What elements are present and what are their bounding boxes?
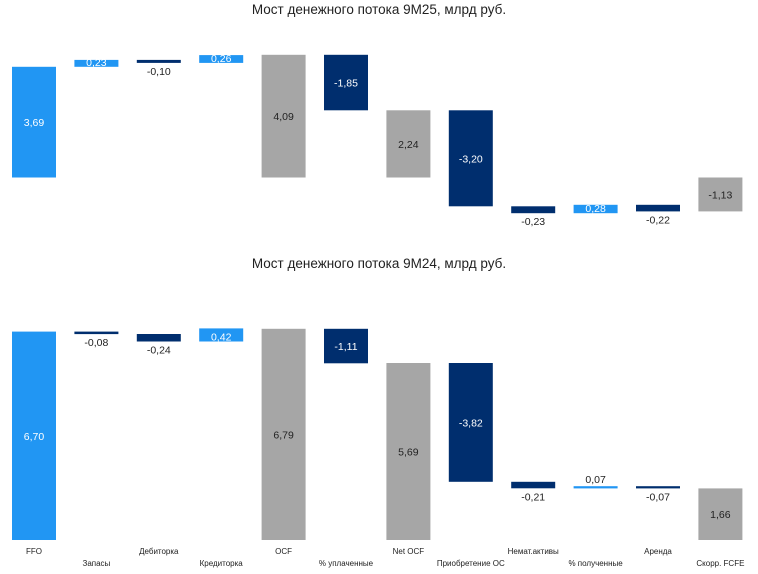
data-label-9m24-3: 0,42 bbox=[211, 332, 232, 344]
data-label-9m24-1: -0,08 bbox=[84, 337, 108, 349]
category-label-1: Запасы bbox=[82, 559, 110, 568]
bar-9m25-7 bbox=[448, 110, 493, 207]
bar-9m24-2 bbox=[136, 334, 181, 342]
data-label-9m25-5: -1,85 bbox=[334, 78, 358, 90]
category-label-6: Net OCF bbox=[393, 547, 425, 556]
category-label-8: Немат.активы bbox=[508, 547, 559, 556]
data-label-9m25-11: -1,13 bbox=[708, 189, 732, 201]
bar-9m24-10 bbox=[636, 486, 680, 489]
data-label-9m25-1: 0,23 bbox=[86, 57, 107, 69]
bar-9m24-4 bbox=[261, 328, 306, 540]
data-label-9m24-2: -0,24 bbox=[147, 345, 171, 357]
data-label-9m24-4: 6,79 bbox=[273, 429, 294, 441]
data-label-9m24-8: -0,21 bbox=[521, 491, 545, 503]
data-label-9m24-5: -1,11 bbox=[334, 341, 357, 353]
bar-9m25-3 bbox=[199, 55, 244, 63]
data-label-9m25-6: 2,24 bbox=[398, 139, 419, 151]
category-axis-labels: FFO Запасы Дебиторка Кредиторка OCF % уплачен… bbox=[26, 547, 744, 568]
bar-9m24-9 bbox=[573, 486, 618, 489]
bar-9m25-6 bbox=[386, 110, 431, 178]
data-label-9m24-7: -3,82 bbox=[459, 417, 483, 429]
bar-9m24-11 bbox=[698, 488, 743, 540]
bar-9m24-3 bbox=[199, 328, 244, 342]
bar-9m25-0 bbox=[12, 66, 56, 178]
bar-9m25-1 bbox=[74, 59, 119, 67]
data-label-9m24-9: 0,07 bbox=[585, 474, 606, 486]
bar-9m24-1 bbox=[74, 331, 119, 335]
category-label-2: Дебиторка bbox=[139, 547, 179, 556]
bar-9m25-9 bbox=[573, 204, 618, 214]
bar-9m25-5 bbox=[324, 54, 368, 111]
bar-9m25-4 bbox=[261, 54, 306, 178]
category-label-4: OCF bbox=[275, 547, 292, 556]
data-label-9m25-8: -0,23 bbox=[521, 216, 545, 228]
category-label-0: FFO bbox=[26, 547, 42, 556]
category-label-3: Кредиторка bbox=[200, 559, 244, 568]
data-label-9m24-11: 1,66 bbox=[710, 509, 731, 521]
data-label-9m24-0: 6,70 bbox=[24, 431, 45, 443]
bar-9m24-8 bbox=[511, 481, 556, 489]
bar-9m24-7 bbox=[448, 363, 493, 482]
chart-title-9m24: Мост денежного потока 9М24, млрд руб. bbox=[252, 256, 506, 271]
data-label-9m25-3: 0,26 bbox=[211, 53, 232, 65]
data-label-9m24-10: -0,07 bbox=[646, 491, 670, 503]
category-label-10: Аренда bbox=[644, 547, 672, 556]
category-label-9: % полученные bbox=[568, 559, 623, 568]
data-label-9m25-9: 0,28 bbox=[585, 203, 606, 215]
category-label-5: % уплаченные bbox=[319, 559, 374, 568]
bar-9m24-6 bbox=[386, 363, 431, 540]
category-label-11: Скорр. FCFE bbox=[696, 559, 744, 568]
chart-title-9m25: Мост денежного потока 9М25, млрд руб. bbox=[252, 2, 506, 17]
category-label-7: Приобретение ОС bbox=[437, 559, 505, 568]
bar-9m25-10 bbox=[636, 204, 680, 212]
data-label-9m25-0: 3,69 bbox=[24, 117, 45, 129]
bar-9m25-8 bbox=[511, 206, 556, 214]
data-label-9m25-4: 4,09 bbox=[273, 111, 294, 123]
bar-9m25-11 bbox=[698, 177, 743, 212]
data-label-9m25-10: -0,22 bbox=[646, 214, 670, 226]
bar-9m24-0 bbox=[12, 331, 56, 540]
data-label-9m24-6: 5,69 bbox=[398, 447, 419, 459]
waterfall-chart-9m25: 3,69 0,23 -0,10 0,26 4,09 -1,85 2,24 -3,20 -0,23… bbox=[12, 53, 743, 228]
bar-9m24-5 bbox=[324, 328, 368, 364]
waterfall-chart-9m24: 6,70 -0,08 -0,24 0,42 6,79 -1,11 5,69 -3,82 -0,2… bbox=[12, 328, 743, 540]
data-label-9m25-7: -3,20 bbox=[459, 153, 483, 165]
data-label-9m25-2: -0,10 bbox=[147, 66, 171, 78]
bar-9m25-2 bbox=[136, 59, 181, 63]
